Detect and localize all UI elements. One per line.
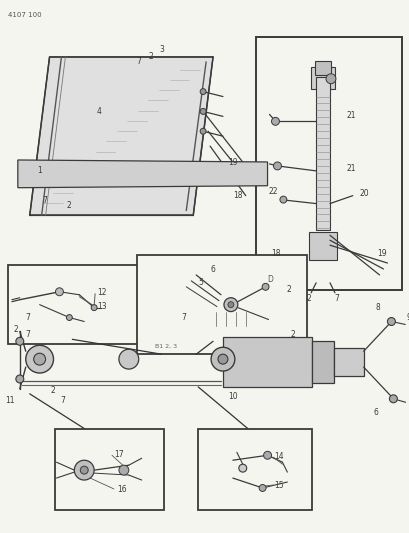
Text: D: D	[267, 276, 273, 285]
Bar	[198, 429, 311, 510]
Text: 18: 18	[270, 248, 279, 257]
Bar	[222, 337, 311, 387]
Text: 21: 21	[345, 164, 355, 173]
Text: 9: 9	[406, 313, 409, 322]
Text: 5: 5	[198, 278, 203, 287]
Text: 7: 7	[60, 396, 65, 405]
Circle shape	[325, 74, 335, 84]
Circle shape	[200, 128, 206, 134]
Circle shape	[387, 318, 394, 326]
Text: 12: 12	[97, 288, 107, 297]
Circle shape	[200, 88, 206, 94]
Polygon shape	[30, 57, 213, 215]
Circle shape	[55, 288, 63, 296]
Circle shape	[80, 466, 88, 474]
Text: 18: 18	[232, 191, 242, 200]
Text: 19: 19	[227, 158, 237, 167]
Text: 2: 2	[13, 325, 18, 334]
Circle shape	[271, 117, 279, 125]
Text: 20: 20	[359, 189, 369, 198]
Text: 2: 2	[286, 285, 291, 294]
Text: 10: 10	[227, 392, 237, 401]
Bar	[315, 77, 329, 230]
Bar	[315, 61, 330, 75]
Circle shape	[66, 314, 72, 320]
Text: 2: 2	[50, 386, 55, 395]
Circle shape	[227, 302, 233, 308]
Circle shape	[389, 395, 396, 403]
Text: 19: 19	[377, 248, 387, 257]
Text: 21: 21	[345, 111, 355, 120]
Circle shape	[261, 284, 268, 290]
Text: 8: 8	[374, 303, 379, 312]
Polygon shape	[18, 160, 267, 188]
Circle shape	[34, 353, 45, 365]
Circle shape	[16, 375, 24, 383]
Text: B1 2, 3: B1 2, 3	[154, 344, 176, 349]
Circle shape	[258, 484, 265, 491]
Bar	[333, 348, 363, 376]
Text: 15: 15	[274, 481, 283, 490]
Text: 16: 16	[117, 486, 126, 495]
Text: 7: 7	[42, 196, 47, 205]
Text: 17: 17	[114, 450, 124, 459]
Bar	[308, 232, 336, 260]
Text: 14: 14	[274, 452, 283, 461]
Text: 4107 100: 4107 100	[8, 12, 41, 18]
Bar	[311, 341, 333, 383]
Text: 6: 6	[372, 408, 377, 417]
Circle shape	[119, 349, 138, 369]
Text: 7: 7	[136, 58, 141, 67]
Circle shape	[218, 354, 227, 364]
Circle shape	[74, 460, 94, 480]
Bar	[310, 67, 334, 88]
Circle shape	[263, 451, 271, 459]
Bar	[255, 37, 401, 290]
Circle shape	[91, 305, 97, 311]
Circle shape	[223, 298, 237, 312]
Circle shape	[279, 196, 286, 203]
Text: 2: 2	[148, 52, 153, 61]
Text: 7: 7	[25, 313, 30, 322]
Text: 2: 2	[306, 294, 311, 303]
Text: 13: 13	[97, 302, 107, 311]
Circle shape	[16, 337, 24, 345]
Text: 6: 6	[210, 265, 215, 274]
Text: 22: 22	[268, 187, 278, 196]
Text: 7: 7	[25, 330, 30, 339]
Text: 4: 4	[97, 107, 101, 116]
Circle shape	[119, 465, 128, 475]
Text: 1: 1	[37, 166, 42, 175]
Text: 7: 7	[334, 294, 339, 303]
Text: 2: 2	[290, 330, 295, 339]
Text: 2: 2	[67, 201, 72, 210]
Text: 11: 11	[5, 396, 15, 405]
Text: 7: 7	[180, 313, 185, 322]
Text: 3: 3	[159, 45, 164, 54]
Circle shape	[211, 348, 234, 371]
Bar	[8, 265, 142, 344]
Circle shape	[238, 464, 246, 472]
Circle shape	[200, 108, 206, 115]
Circle shape	[26, 345, 54, 373]
Bar	[54, 429, 163, 510]
Bar	[137, 255, 306, 354]
Circle shape	[273, 162, 281, 170]
